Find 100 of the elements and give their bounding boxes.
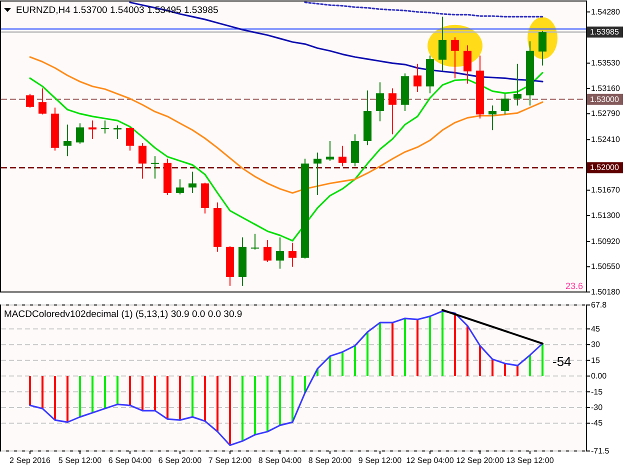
x-tick-label: 2 Sep 2016: [10, 456, 52, 465]
bar: [442, 311, 444, 376]
candlestick: [464, 44, 472, 84]
bar: [92, 376, 94, 413]
bar: [54, 376, 56, 420]
y-tick-label: 1.52790: [591, 109, 620, 118]
x-tick-label: 6 Sep 04:00: [108, 456, 152, 465]
candlestick: [388, 88, 396, 135]
candlestick: [276, 236, 284, 270]
y-tick-label: -71.5: [591, 446, 610, 456]
text: -54: [552, 354, 572, 370]
bar: [66, 376, 68, 422]
bar: [216, 376, 218, 432]
bar: [492, 359, 494, 376]
bar: [79, 376, 81, 417]
bar: [404, 318, 406, 376]
candlestick: [451, 36, 459, 79]
bar: [516, 366, 518, 376]
y-tick-label: -15: [591, 387, 604, 396]
candlestick: [188, 171, 196, 194]
bar: [379, 322, 381, 376]
bar: [266, 376, 268, 432]
candlestick: [251, 233, 259, 250]
candlestick: [338, 145, 346, 167]
bar: [179, 376, 181, 420]
y-tick-label: -45: [591, 418, 604, 428]
y-tick-label: 1.53530: [591, 58, 620, 68]
bar: [154, 376, 156, 411]
bar: [116, 376, 118, 404]
y-tick-label: 67.8: [591, 300, 608, 310]
y-tick-label: 1.50180: [591, 288, 620, 296]
candlestick: [376, 82, 384, 122]
bar: [529, 355, 531, 376]
x-tick-label: 12 Sep 04:00: [406, 456, 454, 465]
candlestick: [138, 142, 146, 180]
candlestick: [126, 126, 134, 152]
bar: [204, 376, 206, 422]
bar: [229, 376, 231, 446]
y-tick-label: 1.52410: [591, 135, 620, 144]
y-tick-label: -30: [591, 403, 604, 412]
y-tick-label: 1.50920: [591, 236, 620, 246]
x-tick-label: 8 Sep 04:00: [258, 456, 302, 465]
candlestick: [326, 140, 334, 162]
y-tick-label: 0.00: [591, 372, 608, 381]
y-tick-label: 1.51670: [591, 186, 620, 195]
x-tick-label: 9 Sep 12:00: [358, 456, 402, 465]
candlestick: [501, 93, 509, 115]
bar: [142, 376, 144, 411]
bar: [192, 376, 194, 417]
x-tick-label: 6 Sep 20:00: [158, 456, 202, 465]
candlestick: [38, 88, 46, 115]
line-series: [29, 56, 544, 194]
ref-line-label: 1.53985: [590, 28, 620, 37]
candlestick: [414, 63, 422, 92]
bar: [479, 346, 481, 376]
text: MACDColoredv102decimal (1) (5,13,1) 30.9 0.0 0.0 30.9: [4, 309, 242, 320]
y-tick-label: 30: [591, 340, 600, 350]
candlestick: [264, 240, 272, 262]
bar: [354, 346, 356, 376]
bar: [29, 376, 31, 406]
bar: [454, 313, 456, 376]
y-tick-label: 45: [591, 324, 600, 334]
bar: [292, 376, 294, 422]
x-tick-label: 8 Sep 20:00: [308, 456, 352, 465]
bar: [129, 376, 131, 406]
ref-line-label: 1.53000: [590, 94, 620, 104]
candlestick: [514, 63, 522, 106]
y-tick-label: 15: [591, 356, 600, 365]
candlestick: [488, 105, 496, 131]
bar: [366, 332, 368, 376]
candlestick: [538, 30, 546, 66]
x-tick-label: 13 Sep 12:00: [506, 456, 554, 465]
bar: [342, 352, 344, 376]
bar: [392, 322, 394, 376]
candlestick: [438, 16, 446, 72]
candlestick: [288, 242, 296, 268]
y-tick-label: 1.51300: [591, 210, 620, 220]
bar: [466, 326, 468, 376]
line-series: [304, 2, 544, 18]
candlestick: [114, 124, 122, 140]
bar: [504, 363, 506, 376]
candlestick: [151, 156, 159, 180]
candlestick: [101, 120, 109, 134]
text: 23.6: [565, 281, 583, 291]
bar: [166, 376, 168, 420]
candlestick: [64, 124, 72, 157]
candlestick: [314, 152, 322, 196]
x-tick-label: 5 Sep 12:00: [58, 456, 102, 465]
bar: [416, 319, 418, 376]
candlestick: [176, 178, 184, 195]
bar: [429, 316, 431, 376]
candlestick: [26, 93, 34, 108]
ref-line-label: 1.52000: [590, 163, 620, 172]
candlestick: [351, 134, 359, 167]
bar: [242, 376, 244, 442]
y-tick-label: 1.54280: [591, 7, 620, 16]
bar: [104, 376, 106, 409]
bar: [254, 376, 256, 435]
x-tick-label: 7 Sep 12:00: [208, 456, 252, 465]
y-tick-label: 1.53160: [591, 84, 620, 93]
